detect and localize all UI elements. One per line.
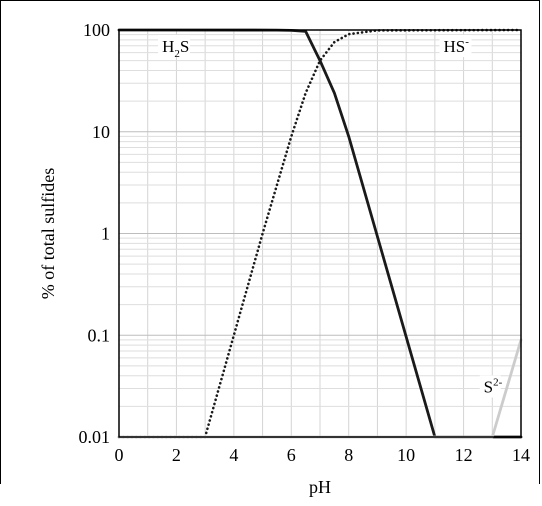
y-tick-label: 1 [101,224,110,244]
plot-area-border [118,29,522,438]
series-line-hs [117,28,523,439]
x-tick-label: 4 [229,445,238,465]
x-tick-label: 0 [115,445,124,465]
chart-annotations: H2S HS- S2- [158,35,503,398]
y-tick-label: 0.01 [79,427,111,447]
y-tick-label: 100 [83,20,110,40]
chart-frame [0,0,540,484]
annotation-s: S2- [484,377,503,397]
x-tick-label: 12 [455,445,473,465]
chart-ticks: 0 2 4 6 8 10 12 14 0.01 0.1 1 10 100 [79,20,531,465]
y-tick-label: 10 [92,122,110,142]
annotation-background [479,375,501,398]
annotation-background [439,35,472,57]
x-tick-label: 2 [172,445,181,465]
y-tick-label: 0.1 [88,325,111,345]
y-axis-label: % of total sulfides [38,168,58,299]
annotation-h: H2S [162,37,189,60]
chart-grid [119,30,521,437]
annotation-background [158,35,191,57]
annotation-hs: HS- [443,36,469,56]
x-tick-label: 14 [512,445,530,465]
x-tick-label: 10 [397,445,415,465]
x-tick-label: 6 [287,445,296,465]
x-tick-label: 8 [344,445,353,465]
x-axis-label: pH [309,477,331,497]
